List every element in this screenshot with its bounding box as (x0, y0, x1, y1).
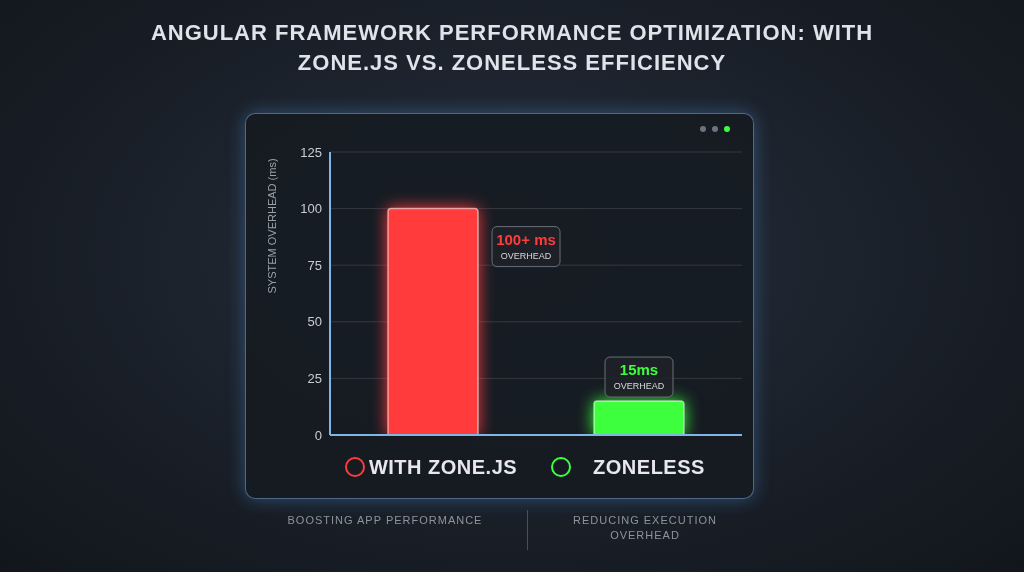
svg-text:OVERHEAD: OVERHEAD (614, 381, 665, 391)
svg-text:OVERHEAD: OVERHEAD (501, 251, 552, 261)
svg-text:WITH ZONE.JS: WITH ZONE.JS (369, 456, 517, 478)
svg-text:100+ ms: 100+ ms (496, 231, 556, 248)
svg-text:ZONELESS: ZONELESS (593, 456, 705, 478)
svg-text:75: 75 (308, 258, 322, 273)
html-text:BOOSTING APP PERFORMANCE: BOOSTING APP PERFORMANCE (287, 514, 483, 526)
svg-text:25: 25 (308, 371, 322, 386)
html-text:REDUCING EXECUTION OVERHEAD: REDUCING EXECUTION OVERHEAD (573, 514, 717, 541)
svg-text:SYSTEM OVERHEAD (ms): SYSTEM OVERHEAD (ms) (266, 158, 278, 293)
svg-text:125: 125 (300, 145, 322, 160)
svg-text:15ms: 15ms (620, 361, 658, 378)
svg-text:50: 50 (308, 314, 322, 329)
svg-text:100: 100 (300, 201, 322, 216)
svg-text:0: 0 (315, 428, 322, 443)
html-text:ANGULAR FRAMEWORK PERFORMANCE: ANGULAR FRAMEWORK PERFORMANCE OPTIMIZATI… (150, 20, 874, 75)
